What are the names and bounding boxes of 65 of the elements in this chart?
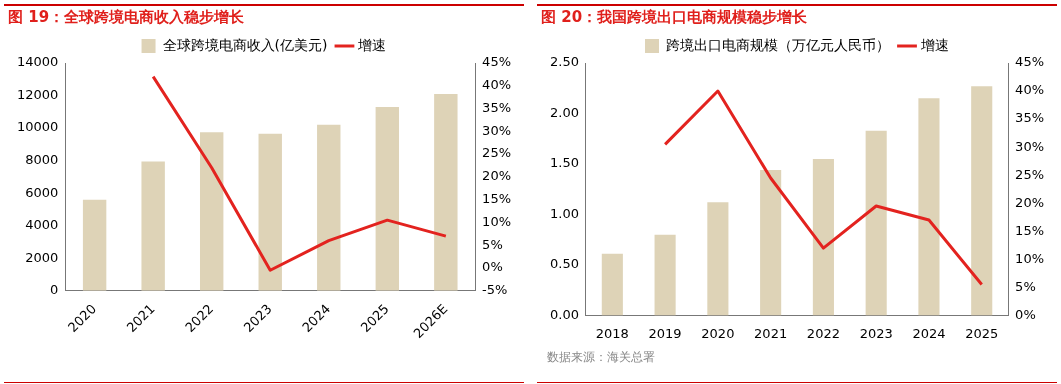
chart-title: 图 19：全球跨境电商收入稳步增长: [7, 7, 246, 28]
bar: [141, 161, 165, 291]
y2-tick-label: 10%: [1015, 250, 1045, 266]
bar: [375, 106, 400, 291]
bar: [82, 199, 107, 291]
bar: [812, 158, 834, 316]
y2-tick-label: 45%: [1015, 54, 1045, 70]
y-tick-label: 1.50: [549, 155, 579, 171]
x-tick-label: 2023: [859, 325, 893, 341]
x-tick-label: 2020: [701, 325, 735, 341]
y2-tick-label: 40%: [1015, 82, 1045, 98]
y2-tick-label: 15%: [1015, 222, 1045, 238]
legend-label: 跨境出口电商规模（万亿元人民币）: [666, 36, 890, 53]
y2-tick-label: 5%: [482, 236, 503, 252]
bar: [918, 98, 940, 316]
y2-tick-label: 30%: [482, 122, 512, 138]
y2-tick-label: 25%: [482, 145, 512, 161]
y-tick-label: 2.00: [549, 104, 579, 120]
legend-label: 全球跨境电商收入(亿美元): [162, 36, 328, 53]
y-tick-label: 0.00: [549, 306, 579, 322]
bar: [654, 234, 676, 316]
x-tick-label: 2025: [965, 325, 999, 341]
bar: [971, 86, 993, 316]
y-tick-label: 4000: [25, 217, 59, 233]
y-tick-label: 2000: [25, 249, 59, 265]
y-tick-label: 14000: [17, 54, 59, 70]
bar: [317, 124, 341, 291]
bar: [601, 253, 623, 316]
y-tick-label: 1.00: [549, 205, 579, 221]
x-tick-label: 2024: [912, 325, 946, 341]
bar: [707, 202, 729, 316]
y2-tick-label: 30%: [1015, 138, 1045, 154]
y-tick-label: 12000: [17, 86, 59, 102]
x-tick-label: 2021: [754, 325, 788, 341]
x-tick-label: 2019: [648, 325, 682, 341]
y2-tick-label: 20%: [482, 168, 512, 184]
legend-label: 增速: [357, 36, 387, 53]
bar: [434, 93, 458, 291]
y2-tick-label: -5%: [482, 282, 508, 298]
bar: [199, 132, 224, 291]
y-tick-label: 0: [50, 282, 59, 298]
y2-tick-label: 0%: [1015, 306, 1036, 322]
y-tick-label: 2.50: [549, 54, 579, 70]
y2-tick-label: 10%: [482, 213, 512, 229]
y2-tick-label: 35%: [482, 99, 512, 115]
y-tick-label: 6000: [25, 184, 59, 200]
source-note: 数据来源：海关总署: [547, 349, 656, 366]
legend-label: 增速: [920, 36, 949, 53]
y2-tick-label: 0%: [482, 259, 503, 275]
x-tick-label: 2022: [806, 325, 840, 341]
y2-tick-label: 25%: [1015, 166, 1045, 182]
x-tick-label: 2018: [595, 325, 629, 341]
y2-tick-label: 5%: [1015, 278, 1036, 294]
y2-tick-label: 35%: [1015, 110, 1045, 126]
chart-title: 图 20：我国跨境出口电商规模稳步增长: [540, 7, 809, 28]
y2-tick-label: 40%: [482, 77, 512, 93]
bar: [865, 130, 887, 316]
y-tick-label: 8000: [25, 151, 59, 167]
y-tick-label: 10000: [17, 119, 59, 135]
y2-tick-label: 20%: [1015, 194, 1045, 210]
y-tick-label: 0.50: [549, 256, 579, 272]
bar: [258, 133, 282, 291]
bar: [760, 170, 782, 316]
y2-tick-label: 15%: [482, 191, 512, 207]
y2-tick-label: 45%: [482, 54, 512, 70]
